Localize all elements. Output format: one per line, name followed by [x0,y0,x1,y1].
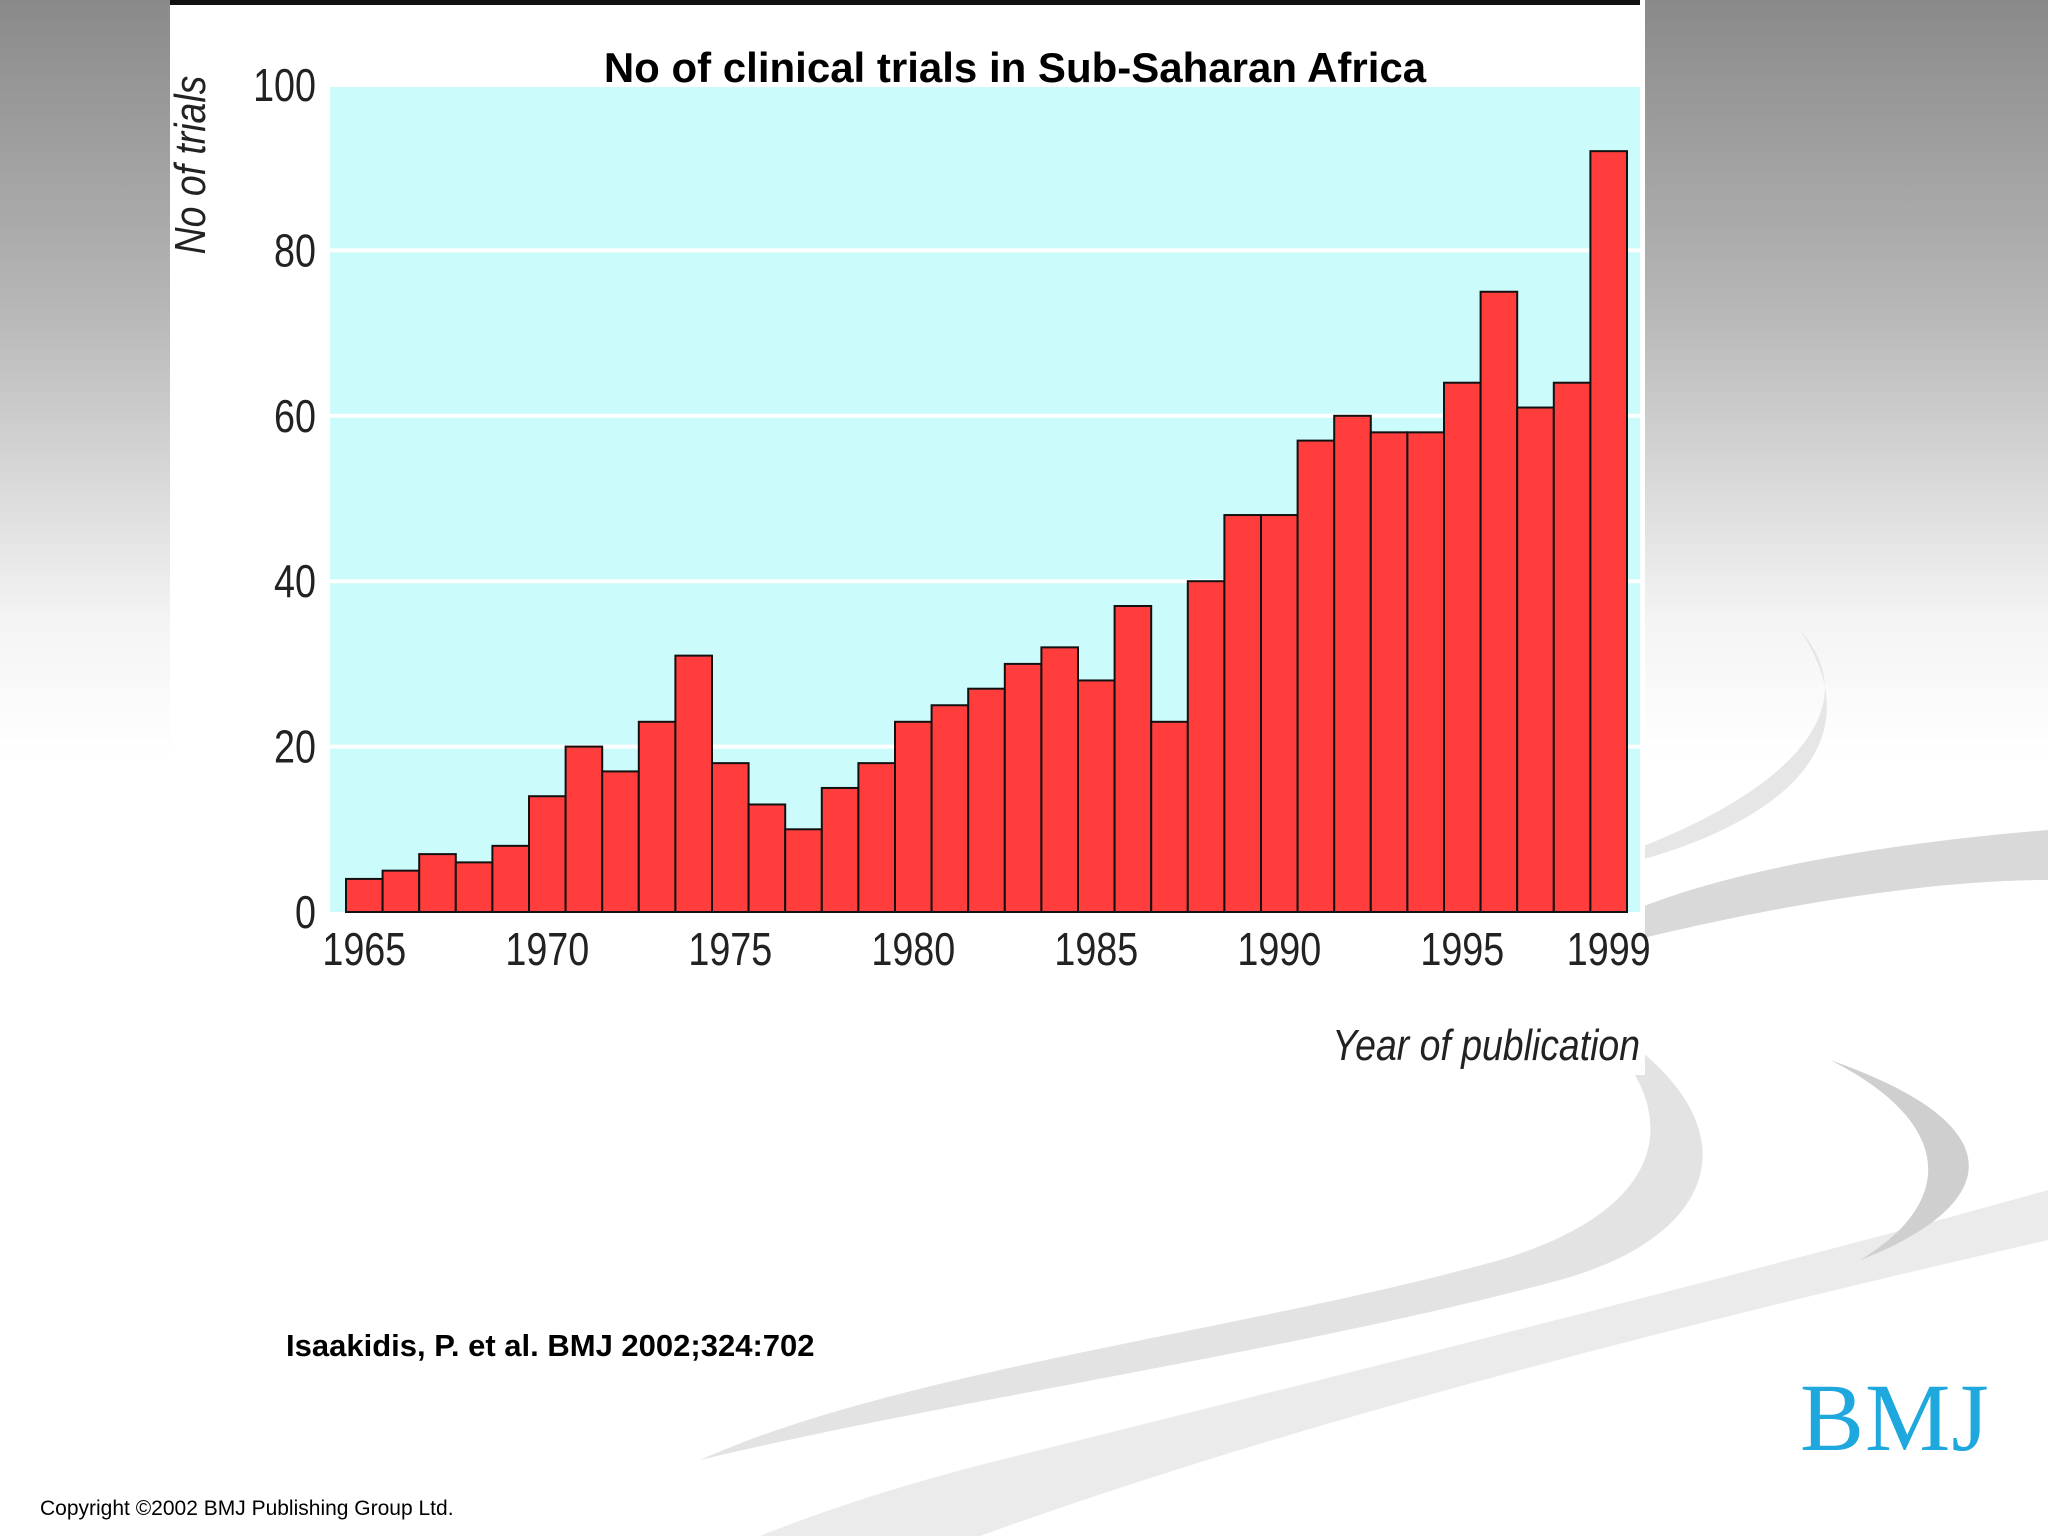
bar-1990 [1260,514,1299,913]
bar-1997 [1516,406,1555,913]
copyright-text: Copyright ©2002 BMJ Publishing Group Ltd… [40,1497,454,1520]
x-tick-label: 1990 [1237,923,1321,974]
bar-1999 [1589,150,1629,914]
bar-1972 [601,770,640,913]
x-tick-label: 1975 [688,923,772,974]
bar-1978 [820,786,860,914]
x-tick-label: 1985 [1054,923,1138,974]
bar-1986 [1113,605,1153,913]
bar-1991 [1296,439,1336,913]
bmj-logo: BMJ [1800,1364,1990,1471]
y-axis-label: No of trials [165,76,215,255]
x-tick-label: 1995 [1420,923,1504,974]
y-tick-label: 40 [274,556,316,607]
bar-1980 [894,720,933,913]
bar-1982 [967,687,1006,914]
figure-top-border [170,0,1640,5]
x-tick-label: 1965 [322,923,406,974]
bar-1998 [1552,381,1592,914]
bar-1967 [418,853,457,913]
bar-1973 [637,720,677,913]
bar-1968 [454,861,494,914]
bar-1970 [528,795,567,913]
bar-1995 [1443,381,1482,914]
bar-1981 [930,704,970,913]
bar-1996 [1479,290,1519,913]
bar-1984 [1040,646,1080,913]
bar-1993 [1369,431,1409,913]
slide-title: No of clinical trials in Sub-Saharan Afr… [603,44,1427,91]
y-tick-label: 0 [295,886,316,937]
bar-1966 [381,869,421,914]
y-tick-label: 20 [274,721,316,772]
bar-1971 [564,745,604,913]
bar-1969 [491,844,530,914]
bar-1988 [1186,580,1226,913]
x-tick-label: 1970 [505,923,589,974]
bar-1977 [784,828,823,913]
y-tick-label: 60 [274,390,316,441]
bar-1975 [711,762,750,914]
bar-1994 [1406,431,1446,913]
citation-text: Isaakidis, P. et al. BMJ 2002;324:702 [286,1328,815,1363]
bar-1974 [674,654,714,913]
x-axis-label: Year of publication [1332,1020,1640,1070]
bar-1983 [1003,662,1043,914]
bar-1965 [345,877,384,913]
x-tick-label: 1980 [871,923,955,974]
y-tick-label: 100 [253,59,316,110]
y-tick-label: 80 [274,225,316,276]
bar-1979 [857,762,897,914]
bar-1987 [1150,720,1189,913]
bar-1976 [747,803,787,913]
bar-1992 [1333,414,1372,913]
x-tick-label: 1999 [1567,923,1651,974]
bar-1989 [1223,514,1263,913]
bar-1985 [1077,679,1116,913]
